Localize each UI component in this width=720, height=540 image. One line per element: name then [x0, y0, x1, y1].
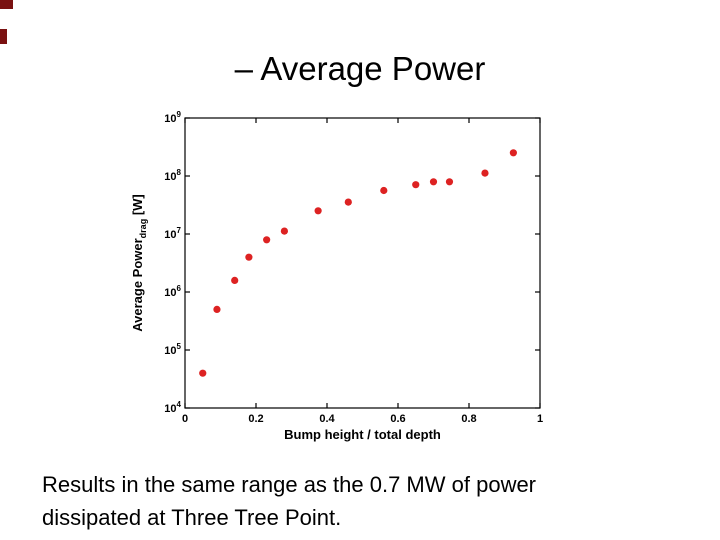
svg-text:0.2: 0.2 [248, 413, 263, 425]
svg-text:0.4: 0.4 [319, 413, 335, 425]
svg-text:108: 108 [164, 168, 181, 183]
svg-text:1: 1 [537, 413, 543, 425]
svg-text:106: 106 [164, 284, 181, 299]
caption-line-1: Results in the same range as the 0.7 MW … [42, 472, 537, 497]
svg-text:0.6: 0.6 [390, 413, 405, 425]
svg-text:104: 104 [164, 400, 181, 415]
average-power-chart: 0 0.2 0.4 0.6 0.8 1 104 105 106 107 108 109 Bump hei… [130, 110, 543, 442]
svg-text:Bump height / total depth: Bump height / total depth [284, 427, 441, 442]
svg-text:105: 105 [164, 342, 181, 357]
svg-text:107: 107 [164, 226, 181, 241]
svg-text:0: 0 [182, 413, 188, 425]
svg-text:Average Powerdrag [W]: Average Powerdrag [W] [130, 194, 148, 332]
caption-line-2: dissipated at Three Tree Point. [42, 505, 342, 530]
slide-title: – Average Power [234, 50, 486, 87]
corner-mark-side [0, 29, 7, 44]
svg-text:0.8: 0.8 [461, 413, 476, 425]
caption: Results in the same range as the 0.7 MW … [42, 468, 536, 534]
svg-text:109: 109 [164, 110, 181, 125]
corner-mark-top [0, 0, 13, 9]
